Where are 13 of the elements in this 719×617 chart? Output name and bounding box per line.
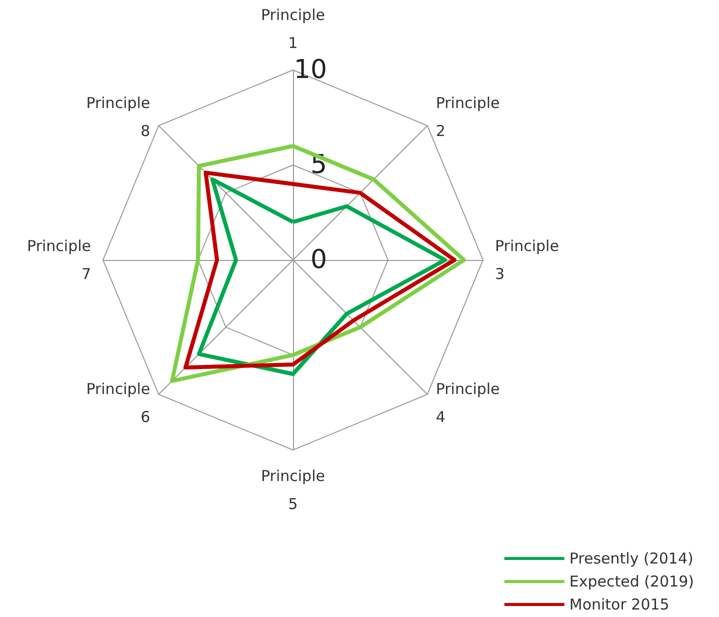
spoke-label: Principle 8 xyxy=(86,94,150,140)
y-tick-label: 10 xyxy=(294,55,327,85)
spoke-label: Principle 4 xyxy=(436,380,500,426)
y-tick-label: 0 xyxy=(310,245,327,275)
spoke-label: Principle 3 xyxy=(495,237,559,283)
spoke-label: Principle 7 xyxy=(27,237,91,283)
legend-label: Presently (2014) xyxy=(569,550,694,568)
spoke-label: Principle 2 xyxy=(436,94,500,140)
spoke-label: Principle 1 xyxy=(261,6,325,52)
spoke-label: Principle 5 xyxy=(261,467,325,513)
spoke-label: Principle 6 xyxy=(86,380,150,426)
legend-label: Monitor 2015 xyxy=(569,596,670,614)
legend-label: Expected (2019) xyxy=(569,572,694,590)
